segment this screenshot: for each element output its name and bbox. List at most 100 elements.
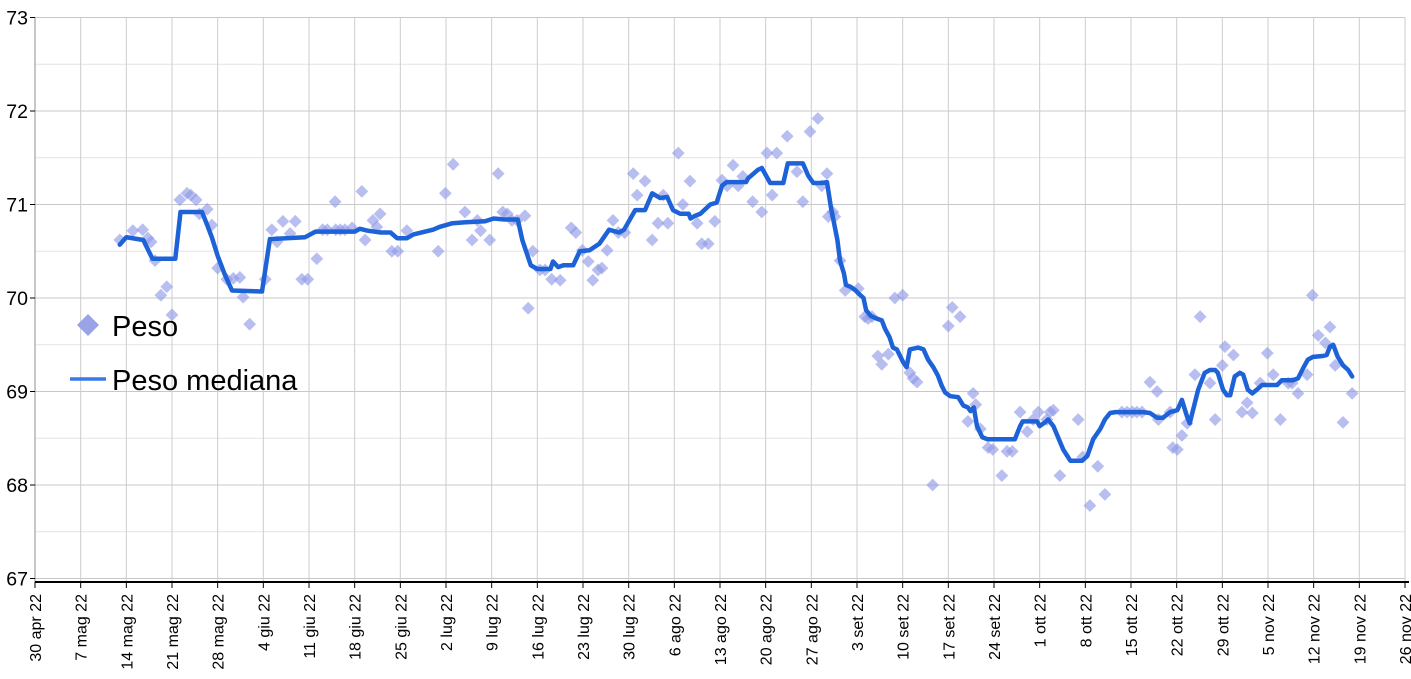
scatter-point [154, 288, 168, 302]
x-axis-label: 4 giu 22 [256, 594, 273, 651]
scatter-point [1328, 358, 1342, 372]
scatter-point [265, 223, 279, 237]
scatter-point [586, 273, 600, 287]
scatter-point [1285, 376, 1299, 390]
legend-peso-marker [77, 314, 99, 336]
scatter-point [638, 174, 652, 188]
scatter-point [1215, 358, 1229, 372]
scatter-point [1336, 415, 1350, 429]
x-axis-label: 22 ott 22 [1170, 594, 1187, 656]
x-axis-label: 28 mag 22 [211, 594, 228, 670]
x-axis-label: 17 set 22 [941, 594, 958, 660]
scatter-point [474, 224, 487, 238]
scatter-point [1253, 376, 1267, 390]
scatter-point [1071, 413, 1085, 426]
scatter-point [233, 271, 247, 284]
scatter-point [651, 216, 665, 230]
scatter-point [1193, 310, 1207, 324]
scatter-point [1260, 346, 1274, 360]
scatter-point [995, 469, 1009, 483]
legend-peso-label: Peso [112, 311, 178, 343]
scatter-point [236, 290, 250, 304]
y-axis-label: 70 [6, 288, 28, 310]
scatter-point [966, 386, 980, 400]
scatter-point [391, 244, 405, 258]
scatter-point [1020, 425, 1034, 439]
scatter-point [941, 319, 955, 333]
scatter-point [676, 198, 690, 211]
x-axis-label: 12 nov 22 [1307, 594, 1324, 664]
scatter-point [276, 214, 290, 228]
scatter-point [926, 478, 940, 492]
scatter-point [355, 185, 369, 198]
scatter-point [645, 233, 659, 247]
scatter-point [1319, 336, 1332, 350]
scatter-point [165, 308, 179, 322]
scatter-point [726, 158, 740, 172]
scatter-point [144, 235, 158, 249]
scatter-point [465, 233, 479, 247]
scatter-point [243, 317, 257, 331]
scatter-point [483, 233, 497, 247]
scatter-point [581, 255, 595, 268]
legend: Peso Peso mediana [70, 311, 298, 397]
scatter-point [189, 193, 203, 207]
scatter-point [569, 226, 583, 239]
legend-mediana-label: Peso mediana [112, 365, 298, 397]
scatter-point [200, 202, 214, 216]
scatter-point [1083, 499, 1097, 512]
scatter-point [656, 188, 670, 202]
y-axis-label: 69 [6, 382, 28, 404]
scatter-point [1170, 443, 1184, 456]
scatter-point [986, 443, 1000, 456]
y-axis-labels: 67 68 69 70 71 72 73 [6, 8, 28, 591]
scatter-point [796, 195, 810, 209]
y-axis-ticks [30, 17, 35, 579]
scatter-point [173, 193, 187, 207]
x-axis-label: 25 giu 22 [393, 594, 410, 660]
scatter-point [1240, 396, 1254, 410]
x-axis-label: 15 ott 22 [1124, 594, 1141, 656]
scatter-point [1053, 469, 1067, 483]
scatter-point [708, 214, 722, 228]
scatter-point [606, 213, 620, 227]
scatter-point [881, 347, 895, 361]
scatter-point [518, 209, 532, 223]
x-axis-label: 30 lug 22 [622, 594, 639, 660]
y-axis-label: 73 [6, 8, 28, 30]
scatter-point [526, 244, 540, 258]
scatter-point [661, 216, 675, 230]
scatter-point [521, 301, 535, 315]
x-axis-label: 16 lug 22 [530, 594, 547, 660]
scatter-point [630, 188, 644, 202]
scatter-point [618, 226, 632, 239]
scatter-point [1188, 368, 1202, 382]
y-axis-label: 72 [6, 101, 28, 123]
x-axis-label: 3 set 22 [850, 594, 867, 651]
x-axis-label: 27 ago 22 [804, 594, 821, 665]
scatter-point [458, 205, 472, 219]
x-axis-label: 11 giu 22 [302, 594, 319, 659]
scatter-point [626, 167, 640, 181]
scatter-point [755, 205, 769, 219]
scatter-point [731, 179, 745, 193]
scatter-point [205, 218, 219, 232]
scatter-point [373, 207, 387, 221]
x-axis-label: 23 lug 22 [576, 594, 593, 660]
x-axis-label: 26 nov 22 [1398, 594, 1411, 664]
scatter-point [358, 233, 372, 247]
scatter-point [431, 244, 445, 258]
scatter-point [328, 195, 342, 209]
x-axis-ticks [34, 582, 1406, 588]
scatter-point [888, 291, 902, 305]
scatter-point [545, 272, 559, 286]
scatter-point [1235, 405, 1249, 419]
scatter-point [690, 216, 704, 230]
scatter-point [953, 310, 967, 324]
scatter-point [1091, 459, 1105, 473]
scatter-point [160, 280, 174, 294]
scatter-point [701, 237, 715, 251]
scatter-point [136, 223, 150, 237]
scatter-point [1273, 413, 1287, 426]
